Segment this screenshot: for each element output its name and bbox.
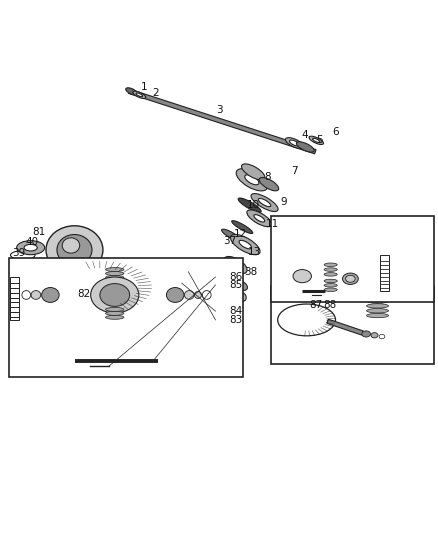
Ellipse shape (133, 91, 146, 99)
Bar (10, 277, 19, 320)
Text: 10: 10 (247, 200, 260, 210)
Ellipse shape (24, 245, 37, 251)
Ellipse shape (106, 268, 124, 271)
Ellipse shape (91, 277, 139, 313)
Text: 7: 7 (291, 166, 298, 176)
Ellipse shape (100, 284, 130, 306)
Text: 4: 4 (301, 130, 308, 140)
Text: 82: 82 (78, 289, 91, 298)
Bar (380, 255, 389, 291)
Ellipse shape (17, 241, 45, 255)
Ellipse shape (362, 331, 371, 337)
Text: 6: 6 (332, 127, 339, 136)
Polygon shape (327, 319, 364, 335)
Ellipse shape (194, 292, 201, 298)
Ellipse shape (57, 235, 92, 265)
Bar (271, 286, 434, 364)
Ellipse shape (367, 313, 389, 318)
Ellipse shape (313, 138, 320, 142)
Ellipse shape (293, 270, 311, 282)
Text: 13: 13 (248, 247, 261, 257)
Text: 2: 2 (152, 88, 159, 99)
Text: 39: 39 (12, 248, 25, 259)
Text: 38: 38 (244, 266, 257, 277)
Ellipse shape (184, 290, 194, 300)
Ellipse shape (106, 271, 124, 276)
Ellipse shape (259, 177, 279, 191)
Ellipse shape (136, 93, 142, 96)
Polygon shape (230, 263, 244, 286)
Ellipse shape (245, 175, 259, 185)
Ellipse shape (126, 88, 137, 95)
Ellipse shape (222, 229, 240, 241)
Ellipse shape (238, 198, 261, 212)
Ellipse shape (230, 235, 260, 255)
Ellipse shape (106, 316, 124, 319)
Bar (271, 216, 434, 302)
Ellipse shape (254, 215, 265, 222)
Ellipse shape (324, 279, 337, 282)
Ellipse shape (290, 140, 299, 146)
Ellipse shape (367, 299, 389, 303)
Ellipse shape (343, 273, 358, 285)
Text: 85: 85 (229, 280, 242, 290)
Text: 9: 9 (280, 197, 287, 207)
Ellipse shape (106, 308, 124, 311)
Text: 84: 84 (229, 306, 242, 316)
Ellipse shape (106, 311, 124, 316)
Ellipse shape (324, 268, 337, 271)
Ellipse shape (236, 281, 247, 290)
Text: 37: 37 (223, 236, 237, 246)
Ellipse shape (42, 287, 59, 302)
Text: 1: 1 (141, 82, 148, 92)
Ellipse shape (241, 164, 265, 180)
Text: 3: 3 (215, 104, 223, 115)
Ellipse shape (371, 333, 378, 338)
Ellipse shape (346, 275, 355, 282)
Text: 83: 83 (229, 315, 242, 325)
Ellipse shape (367, 294, 389, 298)
Ellipse shape (251, 193, 278, 212)
Ellipse shape (223, 256, 247, 274)
Text: 86: 86 (229, 272, 242, 282)
Polygon shape (128, 89, 316, 154)
Text: 11: 11 (266, 219, 279, 229)
Text: 88: 88 (323, 300, 336, 310)
Ellipse shape (234, 291, 246, 302)
Ellipse shape (247, 210, 272, 227)
Text: 81: 81 (32, 228, 45, 237)
Ellipse shape (106, 276, 124, 279)
Text: 12: 12 (233, 229, 247, 239)
Ellipse shape (286, 138, 303, 148)
Ellipse shape (62, 238, 80, 253)
Text: 5: 5 (316, 135, 323, 146)
Ellipse shape (324, 273, 337, 276)
Ellipse shape (297, 142, 314, 152)
Ellipse shape (367, 309, 389, 313)
Ellipse shape (367, 304, 389, 308)
Text: 8: 8 (264, 172, 271, 182)
Bar (9, 258, 243, 377)
Text: 87: 87 (310, 300, 323, 310)
Ellipse shape (309, 136, 324, 144)
Ellipse shape (324, 288, 337, 292)
Ellipse shape (232, 221, 253, 233)
Ellipse shape (324, 263, 337, 266)
Ellipse shape (239, 240, 251, 249)
Ellipse shape (324, 284, 337, 287)
Ellipse shape (166, 287, 184, 302)
Ellipse shape (31, 290, 41, 300)
Ellipse shape (258, 198, 271, 207)
Ellipse shape (236, 168, 268, 191)
Ellipse shape (46, 226, 103, 274)
Text: 40: 40 (25, 237, 38, 247)
